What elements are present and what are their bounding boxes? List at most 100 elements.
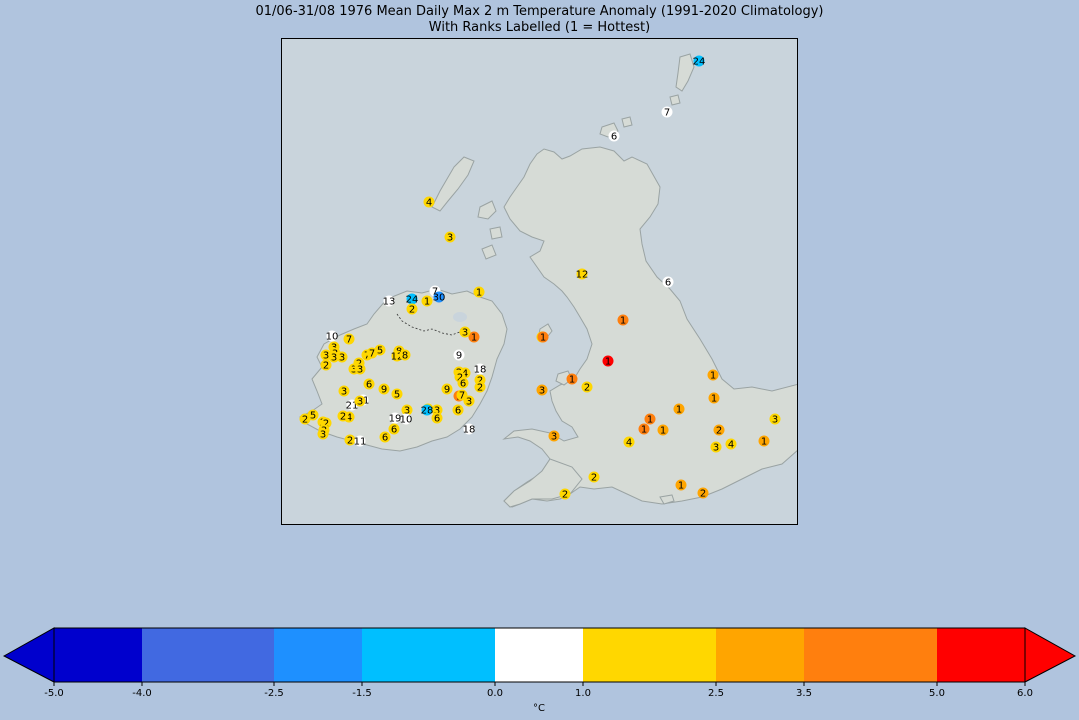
station-marker: 18	[474, 363, 486, 376]
station-dot	[617, 314, 629, 326]
station-marker: 6	[662, 276, 674, 289]
station-dot	[457, 377, 469, 389]
station-dot	[758, 435, 770, 447]
colorbar-bin-0	[54, 628, 142, 682]
station-rank-label: 5	[377, 346, 383, 357]
station-marker: 1	[657, 424, 669, 437]
colorbar-bin-8	[937, 628, 1025, 682]
station-dot	[317, 428, 329, 440]
station-rank-label: 2	[591, 473, 597, 484]
station-marker: 4	[725, 438, 737, 451]
station-dot	[374, 344, 386, 356]
station-marker: 6	[457, 377, 469, 390]
station-rank-label: 2	[409, 305, 415, 316]
station-dot	[473, 286, 485, 298]
station-marker: 3	[354, 363, 366, 376]
station-marker: 7	[343, 333, 355, 346]
station-dot	[452, 404, 464, 416]
station-rank-label: 3	[447, 233, 453, 244]
station-marker: 3	[459, 326, 471, 339]
station-rank-label: 3	[404, 406, 410, 417]
colorbar-tick-label: -2.5	[264, 688, 284, 699]
station-marker: 3	[401, 404, 413, 417]
station-dot	[391, 388, 403, 400]
station-rank-label: 1	[569, 375, 575, 386]
station-rank-label: 7	[432, 287, 438, 298]
station-marker: 7	[456, 389, 468, 402]
station-dot	[474, 363, 486, 375]
station-rank-label: 6	[665, 278, 671, 289]
station-marker: 4	[423, 196, 435, 209]
station-rank-label: 2	[323, 419, 329, 430]
station-dot	[463, 423, 475, 435]
station-marker: 19	[389, 412, 401, 425]
station-dot	[433, 291, 445, 303]
station-rank-label: 12	[391, 352, 404, 363]
station-marker: 3	[536, 384, 548, 397]
station-marker: 24	[406, 293, 418, 306]
station-rank-label: 3	[357, 397, 363, 408]
colorbar-extend-max	[1024, 627, 1077, 683]
station-rank-label: 7	[369, 349, 375, 360]
station-rank-label: 1	[424, 297, 430, 308]
station-dot	[391, 350, 403, 362]
station-marker: 1	[673, 403, 685, 416]
station-dot	[581, 381, 593, 393]
station-dot	[344, 434, 356, 446]
station-dot	[623, 436, 635, 448]
station-rank-label: 5	[394, 390, 400, 401]
station-rank-label: 21	[346, 401, 359, 412]
colorbar-tick-label: 0.0	[487, 688, 503, 699]
station-marker: 1	[537, 331, 549, 344]
colorbar-bin-4	[495, 628, 583, 682]
station-marker: 2	[697, 487, 709, 500]
station-marker: 2	[474, 381, 486, 394]
station-rank-label: 7	[664, 108, 670, 119]
station-rank-label: 4	[426, 198, 432, 209]
station-rank-label: 5	[310, 411, 316, 422]
station-rank-label: 9	[444, 385, 450, 396]
station-rank-label: 3	[339, 353, 345, 364]
station-dot	[468, 331, 480, 343]
station-dot	[399, 349, 411, 361]
station-marker: 1	[644, 413, 656, 426]
station-rank-label: 3	[466, 397, 472, 408]
colorbar-unit-label: °C	[533, 703, 545, 714]
colorbar-tick-label: 5.0	[929, 688, 945, 699]
land-masses	[299, 53, 797, 508]
colorbar-bin-3	[362, 628, 495, 682]
station-rank-label: 3	[551, 432, 557, 443]
station-rank-label: 1	[540, 333, 546, 344]
colorbar-bin-5	[583, 628, 716, 682]
station-dot	[675, 479, 687, 491]
colorbar-tick-label: 1.0	[575, 688, 591, 699]
station-marker: 3	[338, 385, 350, 398]
station-rank-label: 24	[693, 57, 706, 68]
station-dot	[710, 441, 722, 453]
station-rank-label: 9	[456, 351, 462, 362]
station-dot	[602, 355, 614, 367]
map-canvas: 2476431261324712301121073333323237758128…	[299, 53, 797, 508]
station-rank-label: 4	[626, 438, 632, 449]
station-rank-label: 3	[323, 351, 329, 362]
station-marker: 7	[661, 106, 673, 119]
station-dot	[343, 333, 355, 345]
station-rank-label: 1	[761, 437, 767, 448]
station-dot	[559, 488, 571, 500]
station-marker: 3	[444, 231, 456, 244]
station-marker: 5	[391, 388, 403, 401]
station-marker: 6	[608, 130, 620, 143]
station-marker: 3	[431, 404, 443, 417]
station-marker: 12	[391, 350, 404, 363]
station-marker: 3	[548, 430, 560, 443]
station-dot	[713, 424, 725, 436]
station-dot	[456, 389, 468, 401]
station-rank-label: 13	[383, 297, 396, 308]
station-rank-label: 3	[351, 365, 357, 376]
station-dot	[354, 363, 366, 375]
station-dot	[576, 268, 588, 280]
station-dot	[548, 430, 560, 442]
station-marker: 6	[363, 378, 375, 391]
station-dot	[459, 326, 471, 338]
station-rank-label: 1	[476, 288, 482, 299]
